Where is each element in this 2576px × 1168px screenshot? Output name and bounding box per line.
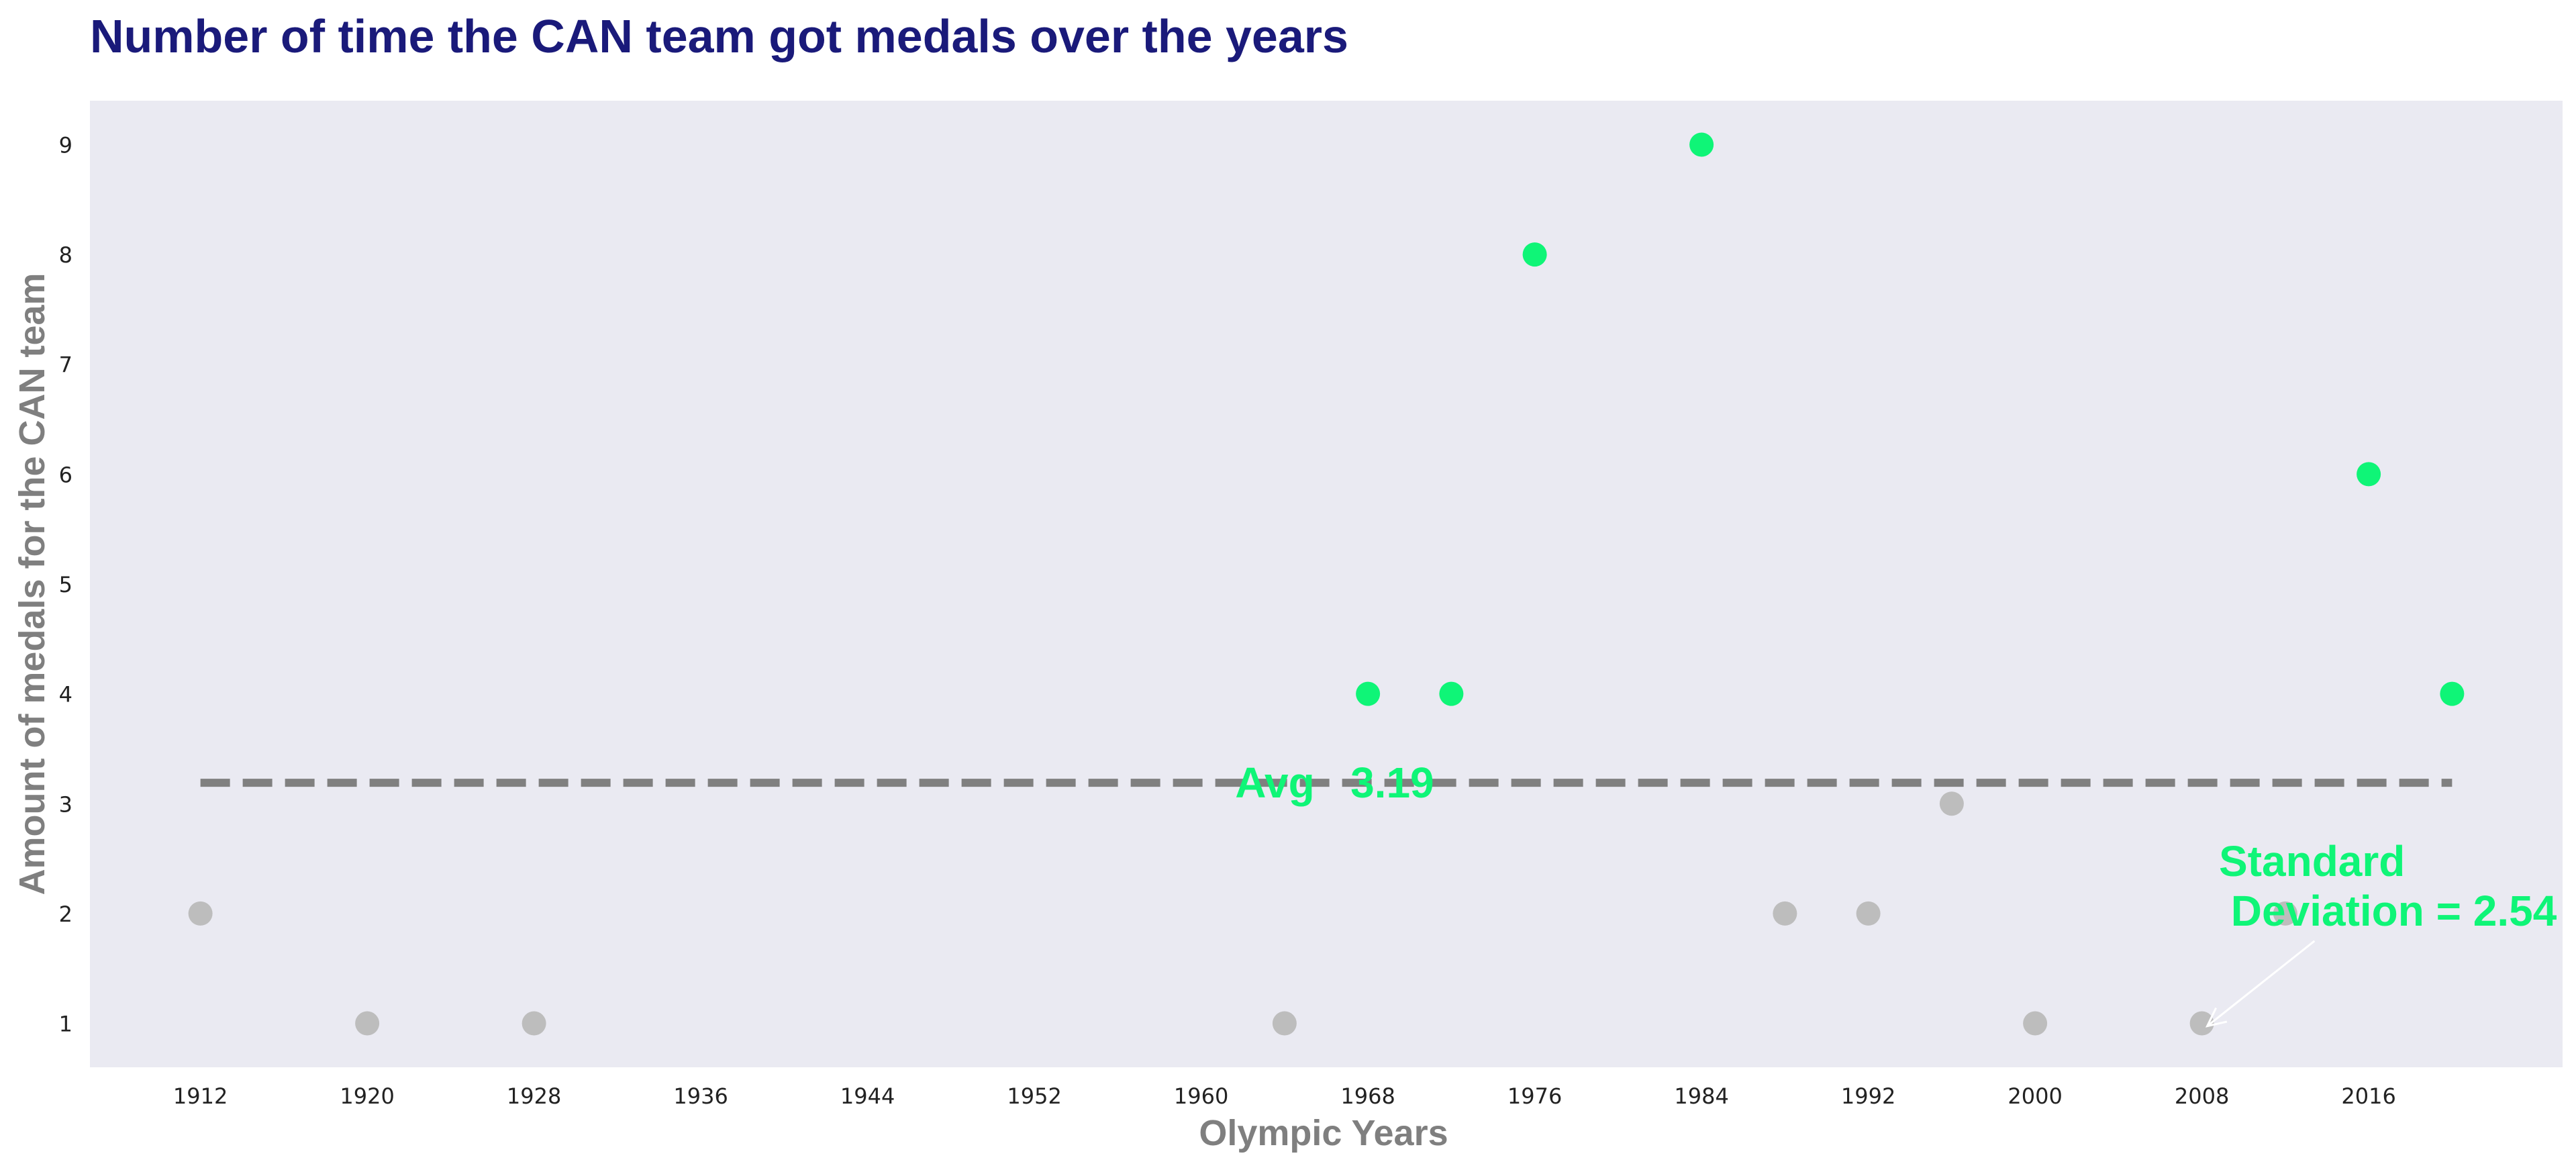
x-axis-label: Olympic Years — [1199, 1113, 1448, 1153]
x-tick-label: 1944 — [840, 1083, 895, 1109]
data-point — [1272, 1011, 1297, 1036]
y-tick-label: 7 — [59, 352, 72, 378]
x-tick-label: 1952 — [1007, 1083, 1061, 1109]
data-point — [1773, 901, 1797, 926]
x-tick-label: 1920 — [340, 1083, 394, 1109]
data-point — [2440, 681, 2465, 706]
y-axis-label: Amount of medals for the CAN team — [12, 273, 52, 895]
data-point — [355, 1011, 380, 1036]
data-point — [1939, 791, 1964, 816]
x-tick-label: 1976 — [1507, 1083, 1562, 1109]
data-point — [522, 1011, 546, 1036]
x-axis-ticks: 1912 1920 1928 1936 1944 1952 1960 1968 1976 1984… — [173, 1083, 2396, 1109]
x-tick-label: 2000 — [2008, 1083, 2062, 1109]
x-tick-label: 1928 — [507, 1083, 561, 1109]
x-tick-label: 1992 — [1841, 1083, 1895, 1109]
x-tick-label: 2016 — [2341, 1083, 2395, 1109]
x-tick-label: 2008 — [2175, 1083, 2229, 1109]
y-axis-ticks: 1 2 3 4 5 6 7 8 9 — [59, 132, 72, 1036]
y-tick-label: 4 — [59, 682, 72, 708]
y-tick-label: 3 — [59, 791, 72, 817]
y-tick-label: 2 — [59, 902, 72, 927]
y-tick-label: 1 — [59, 1012, 72, 1037]
std-deviation-label-line2: Deviation = 2.54 — [2219, 887, 2557, 935]
data-point — [1439, 681, 1464, 706]
data-point — [1856, 901, 1881, 926]
y-tick-label: 9 — [59, 132, 72, 158]
x-tick-label: 1984 — [1674, 1083, 1728, 1109]
plot-area — [90, 101, 2563, 1067]
std-arrow-line — [2206, 940, 2316, 1027]
data-point — [2273, 901, 2297, 926]
data-point — [2357, 462, 2381, 487]
x-tick-label: 1968 — [1340, 1083, 1395, 1109]
x-tick-label: 1912 — [173, 1083, 228, 1109]
average-label: Avg 3.19 — [1235, 759, 1434, 807]
chart-title: Number of time the CAN team got medals o… — [90, 10, 1348, 62]
y-tick-label: 8 — [59, 242, 72, 268]
data-point — [1689, 132, 1714, 157]
data-point — [1356, 681, 1381, 706]
std-deviation-label-line1: Standard — [2219, 837, 2405, 885]
x-tick-label: 1936 — [673, 1083, 728, 1109]
x-tick-label: 1960 — [1174, 1083, 1228, 1109]
data-points — [188, 132, 2465, 1036]
data-point — [188, 901, 213, 926]
y-tick-label: 6 — [59, 462, 72, 487]
std-arrow-head — [2205, 1007, 2228, 1028]
data-point — [2023, 1011, 2048, 1036]
data-point — [1522, 242, 1547, 267]
data-point — [2189, 1011, 2214, 1036]
y-tick-label: 5 — [59, 572, 72, 597]
